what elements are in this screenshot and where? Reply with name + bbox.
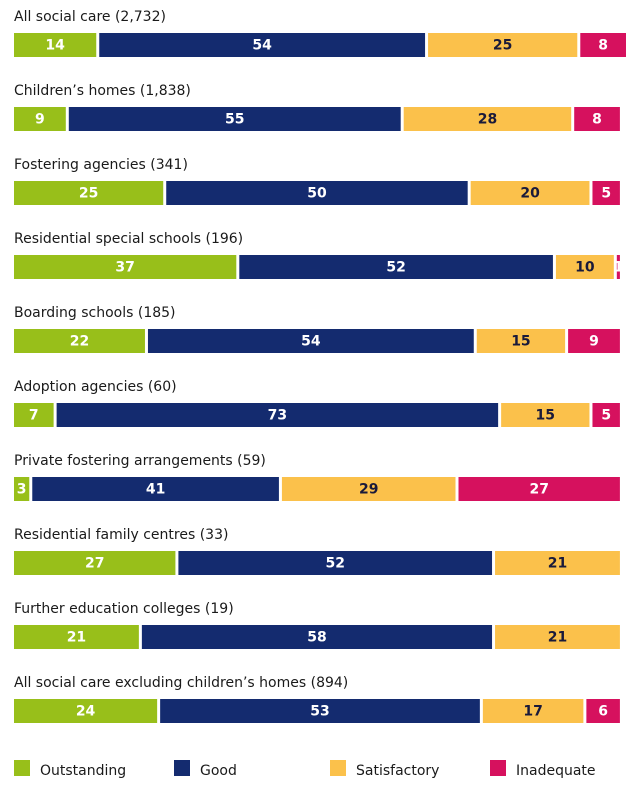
value-label: 24	[76, 704, 96, 720]
bar-segment	[14, 403, 54, 427]
bar-segment	[239, 255, 553, 279]
legend-swatch	[174, 760, 190, 776]
bar-segment	[99, 33, 426, 57]
bar-segment	[141, 625, 493, 649]
value-label: 22	[70, 334, 89, 350]
bar-segment	[586, 699, 620, 723]
category-label: Boarding schools (185)	[14, 305, 176, 321]
bar-segment	[428, 33, 578, 57]
value-label: 73	[268, 408, 287, 424]
bar-segment	[501, 403, 590, 427]
bar-segment	[14, 107, 66, 131]
value-label: 1	[613, 260, 623, 276]
bar-segment	[470, 181, 590, 205]
bar-segment	[166, 181, 468, 205]
value-label: 54	[252, 38, 272, 54]
category-label: Residential special schools (196)	[14, 231, 243, 247]
bar-segment	[555, 255, 614, 279]
bar-segment	[14, 181, 164, 205]
bar-segment	[14, 699, 158, 723]
bar-segment	[178, 551, 493, 575]
value-label: 21	[548, 630, 567, 646]
category-label: Fostering agencies (341)	[14, 157, 188, 173]
legend-swatch	[330, 760, 346, 776]
legend-swatch	[14, 760, 30, 776]
bar-segment	[495, 625, 620, 649]
value-label: 5	[601, 408, 611, 424]
legend-label: Satisfactory	[356, 763, 439, 779]
category-label: Private fostering arrangements (59)	[14, 453, 266, 469]
bar-segment	[592, 403, 620, 427]
category-label: Children’s homes (1,838)	[14, 83, 191, 99]
value-label: 15	[536, 408, 555, 424]
value-label: 53	[310, 704, 329, 720]
bar-segment	[574, 107, 620, 131]
value-label: 50	[307, 186, 327, 202]
bar-segment	[580, 33, 626, 57]
bar-segment	[592, 181, 620, 205]
value-label: 9	[35, 112, 45, 128]
value-label: 8	[592, 112, 602, 128]
bar-segment	[32, 477, 279, 501]
category-label: Further education colleges (19)	[14, 601, 234, 617]
value-label: 25	[493, 38, 512, 54]
bar-segment	[14, 625, 139, 649]
value-label: 37	[115, 260, 134, 276]
bar-segment	[403, 107, 572, 131]
value-label: 17	[523, 704, 542, 720]
bar-segment	[14, 33, 97, 57]
bar-segment	[482, 699, 584, 723]
legend-swatch	[490, 760, 506, 776]
bar-segment	[476, 329, 566, 353]
category-label: Adoption agencies (60)	[14, 379, 177, 395]
value-label: 21	[67, 630, 86, 646]
bar-segment	[14, 551, 176, 575]
value-label: 9	[589, 334, 599, 350]
bar-segment	[495, 551, 620, 575]
category-label: Residential family centres (33)	[14, 527, 228, 543]
category-label: All social care (2,732)	[14, 9, 166, 25]
value-label: 54	[301, 334, 321, 350]
value-label: 25	[79, 186, 98, 202]
value-label: 10	[575, 260, 595, 276]
value-label: 29	[359, 482, 378, 498]
value-label: 5	[601, 186, 611, 202]
value-label: 6	[598, 704, 608, 720]
bar-segment	[56, 403, 499, 427]
bar-segment	[14, 329, 145, 353]
value-label: 20	[520, 186, 540, 202]
bar-segment	[14, 477, 30, 501]
legend-label: Inadequate	[516, 763, 596, 779]
bar-segment	[616, 255, 620, 279]
value-label: 8	[598, 38, 608, 54]
value-label: 27	[85, 556, 104, 572]
bar-segment	[160, 699, 480, 723]
value-label: 27	[529, 482, 548, 498]
value-label: 3	[17, 482, 27, 498]
value-label: 52	[386, 260, 405, 276]
value-label: 14	[45, 38, 65, 54]
value-label: 41	[146, 482, 165, 498]
legend-label: Good	[200, 763, 237, 779]
bar-segment	[14, 255, 237, 279]
value-label: 15	[511, 334, 530, 350]
category-label: All social care excluding children’s hom…	[14, 675, 348, 691]
bar-segment	[68, 107, 401, 131]
value-label: 21	[548, 556, 567, 572]
value-label: 28	[478, 112, 497, 128]
value-label: 58	[307, 630, 326, 646]
value-label: 55	[225, 112, 244, 128]
bar-segment	[568, 329, 620, 353]
value-label: 7	[29, 408, 39, 424]
bar-segment	[281, 477, 456, 501]
value-label: 52	[325, 556, 344, 572]
bar-segment	[458, 477, 620, 501]
legend-label: Outstanding	[40, 763, 126, 779]
bar-segment	[147, 329, 474, 353]
